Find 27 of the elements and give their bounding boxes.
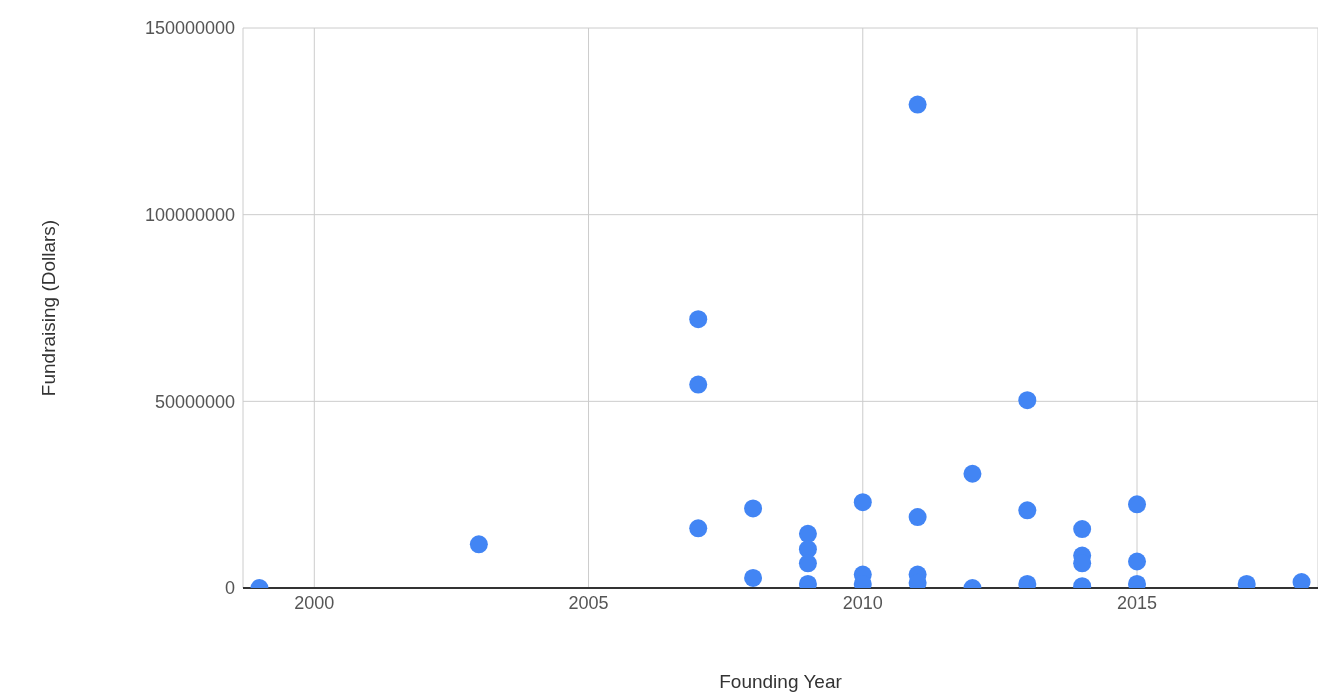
- point: [798, 554, 817, 573]
- point: [908, 508, 927, 527]
- point: [1128, 495, 1147, 514]
- point: [1128, 552, 1147, 571]
- x-tick-label: 2010: [842, 592, 883, 613]
- y-tick-label: 50000000: [154, 391, 235, 412]
- y-tick-label: 150000000: [144, 18, 235, 39]
- point: [1018, 501, 1037, 520]
- y-axis-title: Fundraising (Dollars): [37, 219, 59, 397]
- point: [689, 519, 708, 538]
- point: [744, 568, 763, 587]
- point: [908, 95, 927, 114]
- y-tick-label: 100000000: [144, 205, 235, 226]
- point: [689, 375, 708, 394]
- point: [1018, 391, 1037, 410]
- x-axis-title: Founding Year: [719, 671, 843, 692]
- point: [744, 499, 763, 518]
- point: [853, 493, 872, 512]
- point: [798, 524, 817, 543]
- x-tick-label: 2005: [568, 592, 609, 613]
- point: [689, 310, 708, 329]
- y-tick-label: 0: [224, 578, 235, 599]
- x-tick-label: 2015: [1116, 592, 1158, 613]
- point: [469, 535, 488, 554]
- x-tick-label: 2000: [294, 592, 335, 613]
- point: [963, 464, 982, 483]
- point: [1073, 520, 1092, 539]
